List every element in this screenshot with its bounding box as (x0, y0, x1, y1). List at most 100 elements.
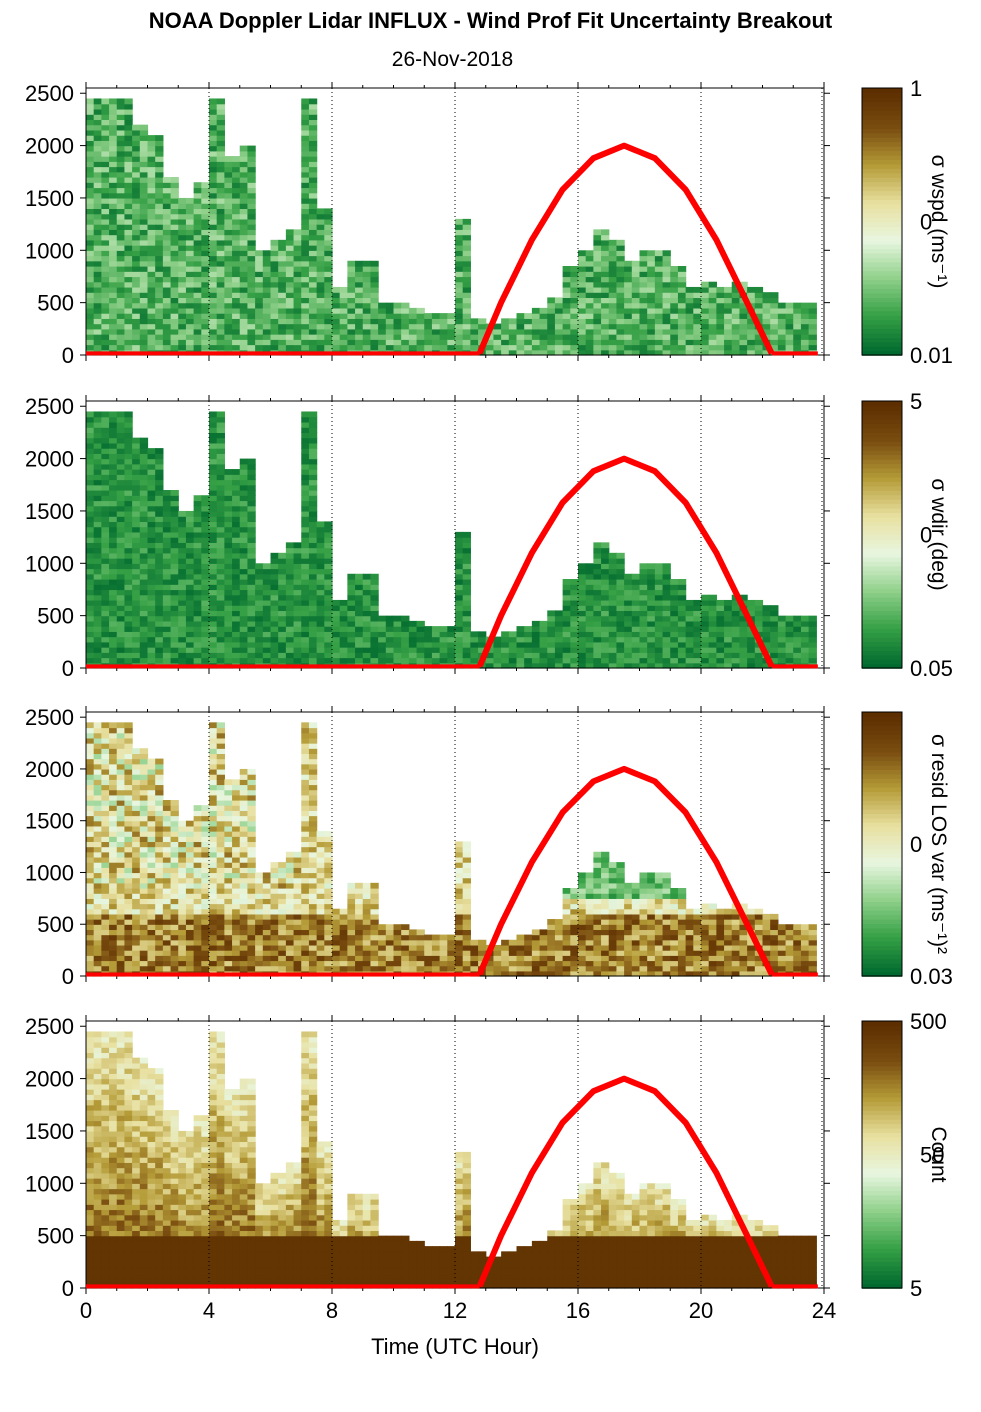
heatmap-cell (101, 929, 110, 936)
heatmap-cell (455, 652, 464, 659)
heatmap-cell (324, 250, 333, 257)
heatmap-cell (378, 626, 387, 632)
heatmap-cell (270, 647, 279, 653)
heatmap-cell (170, 276, 179, 283)
heatmap-cell (116, 903, 126, 910)
heatmap-cell (162, 584, 172, 591)
heatmap-cell (439, 328, 448, 335)
heatmap-cell (639, 255, 648, 262)
heatmap-cell (285, 245, 295, 251)
heatmap-cell (455, 537, 464, 543)
heatmap-cell (93, 442, 102, 449)
colorbar-step (862, 659, 902, 665)
heatmap-cell (216, 150, 225, 157)
heatmap-cell (270, 245, 279, 251)
heatmap-cell (224, 531, 233, 538)
heatmap-cell (654, 307, 664, 314)
heatmap-cell (585, 626, 594, 632)
heatmap-cell (155, 815, 164, 822)
heatmap-cell (631, 594, 641, 601)
heatmap-cell (308, 558, 318, 564)
heatmap-cell (601, 542, 610, 549)
heatmap-cell (209, 631, 218, 638)
heatmap-cell (808, 615, 817, 622)
heatmap-cell (516, 641, 525, 648)
heatmap-cell (408, 657, 418, 664)
heatmap-cell (754, 626, 764, 632)
heatmap-cell (647, 573, 656, 580)
heatmap-cell (262, 271, 272, 278)
heatmap-cell (162, 271, 172, 278)
heatmap-cell (162, 328, 172, 335)
heatmap-cell (162, 924, 172, 931)
heatmap-cell (708, 647, 717, 653)
heatmap-cell (701, 286, 710, 293)
heatmap-cell (185, 334, 195, 340)
heatmap-cell (777, 302, 787, 309)
heatmap-cell (462, 255, 471, 262)
heatmap-cell (101, 500, 110, 507)
heatmap-cell (155, 218, 164, 225)
heatmap-cell (109, 182, 118, 189)
heatmap-cell (155, 182, 164, 189)
heatmap-cell (301, 177, 310, 183)
heatmap-cell (677, 652, 687, 659)
heatmap-cell (109, 558, 118, 564)
heatmap-cell (132, 213, 141, 220)
heatmap-cell (139, 913, 149, 920)
heatmap-cell (677, 579, 687, 585)
heatmap-cell (209, 526, 218, 533)
heatmap-cell (224, 171, 233, 178)
figure-title: NOAA Doppler Lidar INFLUX - Wind Prof Fi… (148, 8, 833, 33)
heatmap-cell (124, 98, 133, 105)
heatmap-cell (216, 281, 225, 288)
heatmap-cell (139, 641, 149, 648)
heatmap-cell (531, 662, 541, 669)
heatmap-cell (124, 934, 133, 941)
heatmap-cell (455, 589, 464, 596)
colorbar-step (862, 463, 902, 469)
heatmap-cell (608, 297, 618, 304)
heatmap-cell (201, 605, 210, 612)
heatmap-cell (116, 260, 126, 267)
heatmap-cell (170, 318, 179, 325)
heatmap-cell (139, 893, 149, 899)
heatmap-cell (639, 266, 648, 272)
heatmap-cell (624, 302, 633, 309)
heatmap-cell (301, 584, 310, 591)
heatmap-cell (639, 349, 648, 356)
heatmap-cell (178, 234, 187, 241)
heatmap-cell (278, 292, 287, 299)
heatmap-cell (516, 339, 525, 346)
heatmap-cell (170, 800, 179, 806)
heatmap-cell (324, 552, 333, 559)
heatmap-cell (116, 177, 126, 183)
heatmap-cell (162, 245, 172, 251)
heatmap-cell (139, 599, 149, 606)
heatmap-cell (116, 448, 126, 454)
heatmap-cell (362, 292, 372, 299)
heatmap-cell (662, 349, 671, 356)
heatmap-cell (170, 589, 179, 596)
heatmap-cell (139, 166, 149, 173)
heatmap-cell (677, 297, 687, 304)
colorbar-step (862, 490, 902, 496)
heatmap-cell (777, 615, 787, 622)
heatmap-cell (585, 255, 594, 262)
heatmap-cell (132, 140, 141, 147)
heatmap-cell (170, 203, 179, 210)
heatmap-cell (178, 647, 187, 653)
heatmap-cell (654, 313, 664, 319)
heatmap-cell (86, 516, 95, 523)
heatmap-cell (86, 589, 95, 596)
heatmap-cell (654, 641, 664, 648)
heatmap-cell (93, 421, 102, 428)
heatmap-cell (593, 292, 602, 299)
heatmap-cell (209, 421, 218, 428)
heatmap-cell (462, 542, 471, 549)
heatmap-cell (493, 344, 502, 351)
heatmap-cell (685, 334, 694, 340)
heatmap-cell (593, 255, 602, 262)
heatmap-cell (239, 276, 249, 283)
heatmap-cell (624, 260, 633, 267)
